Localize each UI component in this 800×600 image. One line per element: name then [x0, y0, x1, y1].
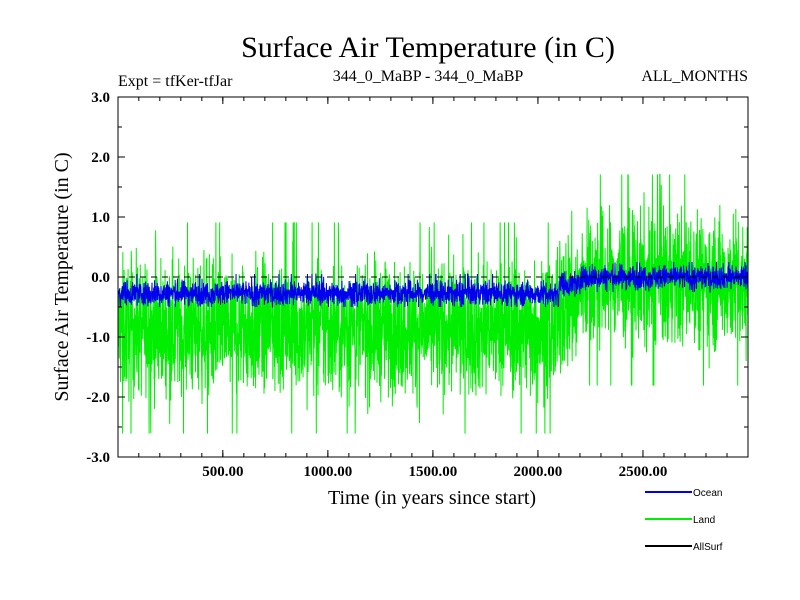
- y-tick-label: -2.0: [86, 390, 110, 406]
- legend-label-ocean: Ocean: [693, 488, 722, 499]
- x-tick-label: 2500.00: [619, 464, 668, 480]
- y-tick-label: 1.0: [91, 210, 110, 226]
- x-tick-label: 1500.00: [409, 464, 458, 480]
- x-axis-label: Time (in years since start): [328, 487, 536, 509]
- months-label: ALL_MONTHS: [641, 68, 748, 85]
- x-tick-label: 1000.00: [303, 464, 352, 480]
- y-tick-label: -3.0: [86, 450, 110, 466]
- legend-label-land: Land: [693, 515, 715, 526]
- y-tick-label: 0.0: [91, 270, 110, 286]
- y-tick-label: -1.0: [86, 330, 110, 346]
- legend-label-allsurf: AllSurf: [693, 542, 723, 553]
- chart-title: Surface Air Temperature (in C): [241, 31, 615, 64]
- experiment-label: Expt = tfKer-tfJar: [118, 73, 233, 90]
- y-tick-label: 2.0: [91, 150, 110, 166]
- axes-layer: -3.0 -2.0 -1.0 0.0 1.0 2.0 3.0 500.00 1000.00 150…: [86, 90, 748, 480]
- series-line-ocean: [118, 261, 748, 308]
- series-layer: [118, 173, 748, 434]
- y-tick-label: 3.0: [91, 90, 110, 106]
- x-tick-label: 500.00: [202, 464, 243, 480]
- y-axis-label: Surface Air Temperature (in C): [51, 152, 73, 401]
- period-label: 344_0_MaBP - 344_0_MaBP: [333, 68, 524, 85]
- x-tick-label: 2000.00: [514, 464, 563, 480]
- legend: Ocean Land AllSurf: [645, 488, 723, 553]
